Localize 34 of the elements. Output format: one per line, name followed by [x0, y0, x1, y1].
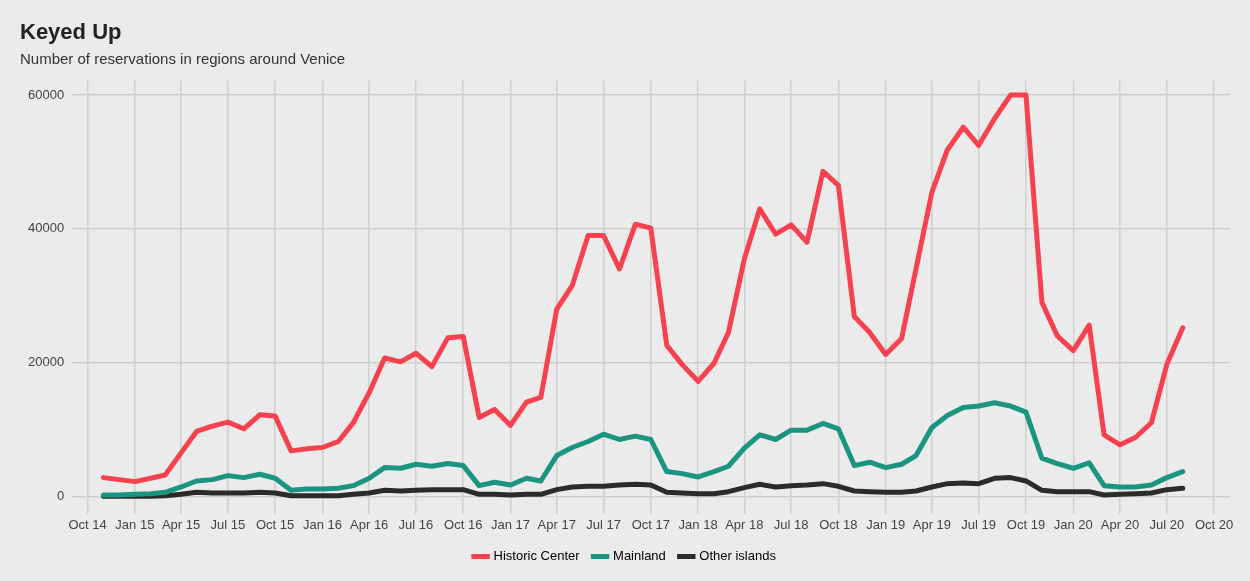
x-tick-label: Apr 19 — [912, 516, 952, 532]
x-tick-label: Oct 20 — [1194, 516, 1234, 532]
x-tick-label: Jul 20 — [1149, 516, 1185, 532]
x-tick-label: Jan 20 — [1053, 516, 1093, 532]
x-tick-label: Jul 15 — [210, 516, 246, 532]
x-tick-label: Apr 16 — [350, 516, 389, 532]
x-tick-label: Oct 15 — [256, 516, 295, 532]
x-tick-label: Jul 18 — [773, 516, 809, 532]
x-tick-label: Jan 15 — [115, 516, 155, 532]
x-tick-label: Oct 16 — [444, 516, 483, 532]
x-tick-label: Oct 19 — [1006, 516, 1046, 532]
x-tick-label: Jul 19 — [961, 516, 997, 532]
chart-title: Keyed Up — [20, 19, 122, 45]
x-tick-label: Oct 14 — [68, 516, 107, 532]
x-tick-label: Apr 18 — [725, 516, 764, 532]
x-tick-label: Apr 15 — [161, 516, 201, 532]
y-tick-label: 60000 — [27, 86, 65, 102]
chart-subtitle: Number of reservations in regions around Venice — [20, 49, 346, 67]
y-tick-label: 0 — [56, 487, 65, 503]
x-tick-label: Jan 17 — [491, 516, 531, 532]
x-tick-label: Jan 19 — [866, 516, 906, 532]
x-tick-label: Oct 17 — [631, 516, 670, 532]
x-tick-label: Apr 20 — [1100, 516, 1140, 532]
legend-label: Other islands — [699, 548, 777, 564]
x-tick-label: Oct 18 — [819, 516, 858, 532]
x-tick-label: Jul 16 — [398, 516, 434, 532]
x-tick-label: Jul 17 — [586, 516, 621, 532]
x-tick-label: Apr 17 — [537, 516, 576, 532]
legend-label: Historic Center — [493, 548, 581, 564]
y-tick-label: 40000 — [27, 220, 65, 236]
y-tick-label: 20000 — [27, 354, 65, 370]
x-tick-label: Jan 16 — [302, 516, 342, 532]
legend-label: Mainland — [613, 548, 666, 564]
x-tick-label: Jan 18 — [678, 516, 718, 532]
